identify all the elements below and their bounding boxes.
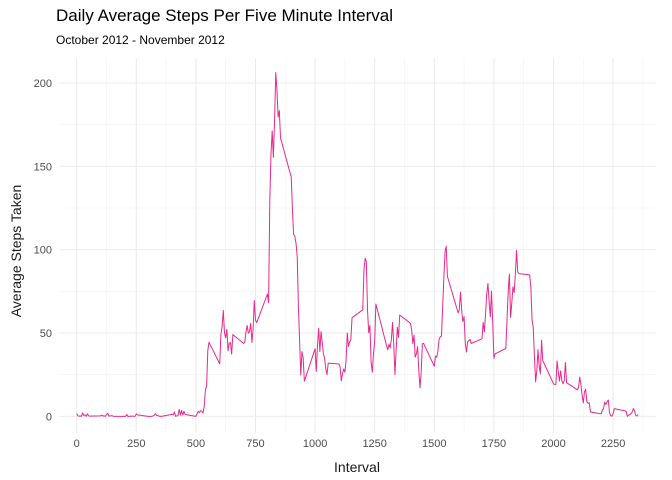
y-tick-label: 0 [46, 411, 52, 423]
y-tick-label: 50 [40, 328, 52, 340]
x-tick-label: 1750 [482, 438, 506, 450]
y-axis-title: Average Steps Taken [8, 185, 24, 318]
major-gridlines [60, 58, 656, 433]
x-tick-label: 1250 [362, 438, 386, 450]
minor-gridlines [60, 58, 656, 433]
x-tick-label: 2250 [601, 438, 625, 450]
x-axis-title: Interval [334, 459, 380, 475]
chart-subtitle: October 2012 - November 2012 [56, 33, 225, 47]
x-tick-label: 0 [74, 438, 80, 450]
x-tick-label: 750 [246, 438, 264, 450]
series-layer [76, 72, 639, 417]
chart-title: Daily Average Steps Per Five Minute Inte… [56, 6, 394, 25]
y-tick-label: 150 [34, 161, 52, 173]
x-tick-label: 1500 [422, 438, 446, 450]
x-tick-label: 500 [187, 438, 205, 450]
x-tick-label: 1000 [303, 438, 327, 450]
x-axis-ticks: 0 250 500 750 1000 1250 1500 1750 2000 2250 [74, 438, 626, 450]
y-axis-ticks: 0 50 100 150 200 [34, 78, 52, 423]
y-tick-label: 200 [34, 78, 52, 90]
series-line [76, 72, 639, 417]
y-tick-label: 100 [34, 245, 52, 257]
x-tick-label: 250 [127, 438, 145, 450]
x-tick-label: 2000 [541, 438, 565, 450]
